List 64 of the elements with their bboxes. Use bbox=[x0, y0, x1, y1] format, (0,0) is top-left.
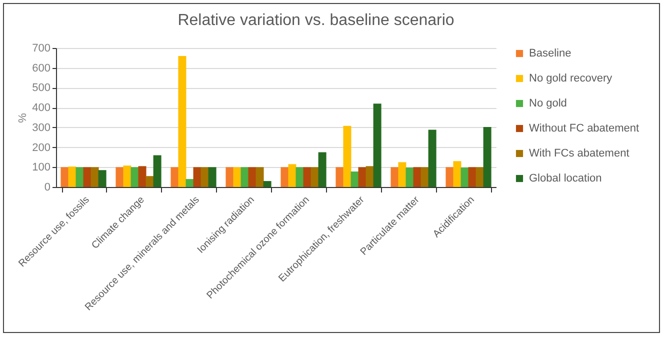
bar bbox=[310, 167, 319, 187]
bar bbox=[483, 127, 492, 187]
bar bbox=[263, 181, 272, 187]
legend-label: Baseline bbox=[529, 48, 572, 60]
bar bbox=[98, 170, 106, 187]
y-tick-label: 400 bbox=[32, 102, 50, 114]
bar bbox=[468, 167, 476, 187]
bar bbox=[248, 167, 256, 187]
bar bbox=[398, 162, 406, 187]
bar bbox=[178, 56, 186, 187]
bar bbox=[170, 167, 179, 187]
bar bbox=[208, 167, 216, 187]
bar bbox=[130, 167, 139, 187]
bar bbox=[153, 155, 162, 187]
bar bbox=[288, 164, 296, 187]
bar bbox=[453, 161, 462, 187]
y-tick-label: 100 bbox=[32, 162, 50, 174]
y-tick-label: 200 bbox=[32, 142, 50, 154]
y-tick-label: 300 bbox=[32, 122, 50, 134]
y-tick-label: 500 bbox=[32, 82, 50, 94]
bar bbox=[350, 172, 359, 187]
bar bbox=[343, 126, 352, 187]
y-tick-label: 600 bbox=[32, 62, 50, 74]
bar bbox=[428, 130, 436, 187]
bar bbox=[90, 167, 99, 187]
bar bbox=[200, 167, 209, 187]
bar bbox=[358, 167, 366, 187]
bar bbox=[390, 167, 399, 187]
legend-label: No gold recovery bbox=[529, 72, 613, 84]
y-axis-title: % bbox=[17, 112, 30, 123]
y-tick-label: 700 bbox=[32, 42, 50, 54]
bar bbox=[303, 167, 312, 187]
bar bbox=[420, 167, 429, 187]
bar bbox=[83, 167, 92, 187]
bar bbox=[68, 166, 76, 187]
bar bbox=[476, 167, 484, 187]
bar bbox=[123, 166, 132, 187]
bar bbox=[336, 167, 344, 187]
chart-title: Relative variation vs. baseline scenario bbox=[178, 12, 454, 29]
bar bbox=[138, 166, 146, 187]
bar bbox=[446, 167, 454, 187]
bar bbox=[146, 176, 154, 187]
bar bbox=[318, 152, 326, 187]
bar bbox=[256, 167, 264, 187]
legend-label: Without FC abatement bbox=[529, 122, 640, 134]
bar bbox=[193, 167, 202, 187]
bar bbox=[76, 167, 84, 187]
bar bbox=[280, 167, 289, 187]
bar bbox=[406, 168, 414, 187]
legend-label: Global location bbox=[529, 172, 602, 184]
bar bbox=[366, 166, 374, 187]
bar bbox=[460, 168, 469, 187]
legend-label: No gold bbox=[529, 98, 567, 110]
bar bbox=[186, 179, 194, 187]
bar bbox=[373, 104, 382, 187]
bar bbox=[116, 167, 124, 187]
bar bbox=[296, 167, 304, 187]
bar bbox=[240, 167, 249, 187]
bar bbox=[60, 167, 69, 187]
y-tick-label: 0 bbox=[44, 182, 50, 194]
legend-label: With FCs abatement bbox=[529, 148, 630, 160]
bar bbox=[413, 167, 422, 187]
bar bbox=[233, 167, 242, 187]
bar bbox=[226, 167, 234, 187]
